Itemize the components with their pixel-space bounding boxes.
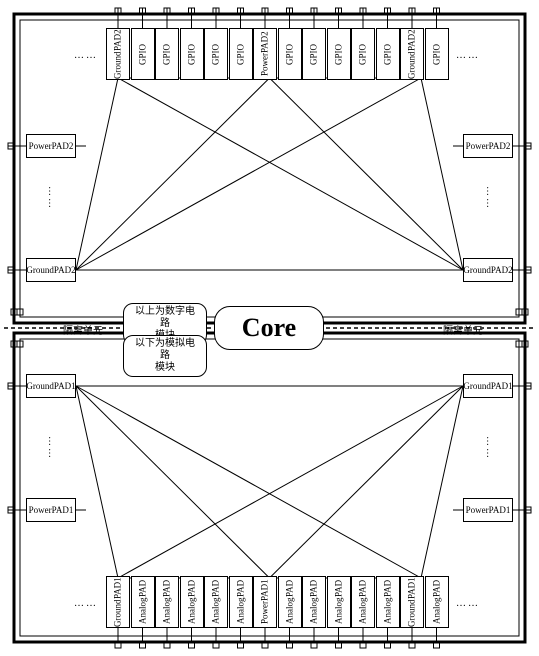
top-row-pad-4: GPIO — [204, 28, 228, 80]
bottom-row-pad-4: AnalogPAD — [204, 576, 228, 628]
side-pad-bot_right_ground: GroundPAD1 — [463, 374, 513, 398]
bottom-row-pad-13: AnalogPAD — [425, 576, 449, 628]
side-pad-top_right_power: PowerPAD2 — [463, 134, 513, 158]
ellipsis: …… — [46, 436, 57, 460]
bottom-row-pad-0: GroundPAD1 — [106, 576, 130, 628]
top-row-pad-6: PowerPAD2 — [253, 28, 277, 80]
top-row-pad-1: GPIO — [131, 28, 155, 80]
bottom-row-pad-1: AnalogPAD — [131, 576, 155, 628]
top-row-pad-13: GPIO — [425, 28, 449, 80]
top-row-pad-2: GPIO — [155, 28, 179, 80]
isolation-unit-right-label: 隔离单元 — [443, 322, 483, 337]
bottom-row-pad-2: AnalogPAD — [155, 576, 179, 628]
bottom-row-pad-10: AnalogPAD — [351, 576, 375, 628]
ellipsis: …… — [456, 50, 480, 61]
top-row-pad-3: GPIO — [180, 28, 204, 80]
bottom-row-pad-12: GroundPAD1 — [400, 576, 424, 628]
top-row-pad-0: GroundPAD2 — [106, 28, 130, 80]
bottom-row-pad-5: AnalogPAD — [229, 576, 253, 628]
top-row-pad-12: GroundPAD2 — [400, 28, 424, 80]
side-pad-top_left_power: PowerPAD2 — [26, 134, 76, 158]
bottom-row-pad-3: AnalogPAD — [180, 576, 204, 628]
top-row-pad-5: GPIO — [229, 28, 253, 80]
side-pad-top_right_ground: GroundPAD2 — [463, 258, 513, 282]
ellipsis: …… — [46, 186, 57, 210]
analog-module-label: 以下为模拟电路模块 — [123, 335, 207, 377]
side-pad-bot_left_ground: GroundPAD1 — [26, 374, 76, 398]
isolation-unit-left-label: 隔离单元 — [63, 322, 103, 337]
side-pad-bot_right_power: PowerPAD1 — [463, 498, 513, 522]
bottom-row-pad-11: AnalogPAD — [376, 576, 400, 628]
bottom-row-pad-9: AnalogPAD — [327, 576, 351, 628]
core-label: Core — [214, 306, 324, 350]
core-text: Core — [242, 313, 296, 343]
side-pad-top_left_ground: GroundPAD2 — [26, 258, 76, 282]
bottom-row-pad-8: AnalogPAD — [302, 576, 326, 628]
ellipsis: …… — [456, 598, 480, 609]
side-pad-bot_left_power: PowerPAD1 — [26, 498, 76, 522]
ellipsis: …… — [74, 50, 98, 61]
ellipsis: …… — [484, 436, 495, 460]
top-row-pad-7: GPIO — [278, 28, 302, 80]
top-row-pad-10: GPIO — [351, 28, 375, 80]
ellipsis: …… — [484, 186, 495, 210]
top-row-pad-11: GPIO — [376, 28, 400, 80]
bottom-row-pad-6: PowerPAD1 — [253, 576, 277, 628]
bottom-row-pad-7: AnalogPAD — [278, 576, 302, 628]
ellipsis: …… — [74, 598, 98, 609]
top-row-pad-8: GPIO — [302, 28, 326, 80]
top-row-pad-9: GPIO — [327, 28, 351, 80]
